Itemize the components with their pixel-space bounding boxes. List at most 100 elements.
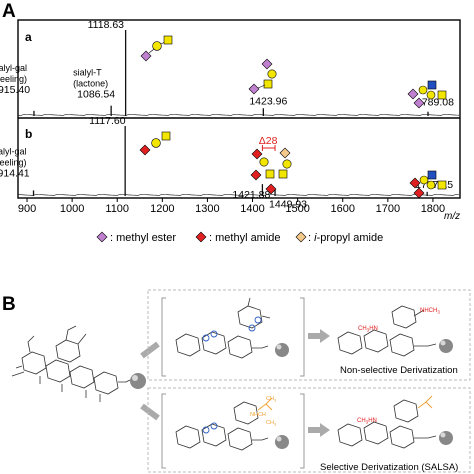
ch3-top-label: CH3	[266, 396, 277, 403]
legend-methyl-amide: : methyl amide	[209, 232, 281, 244]
ipropyl-amide-diamond-icon	[279, 147, 291, 159]
reactive-groups-nonselective	[202, 316, 262, 342]
subpanel-label-a: a	[25, 30, 32, 44]
peak-label-1423.96: 1423.96	[249, 95, 287, 107]
peak-label-1086.54: 1086.54	[77, 89, 115, 101]
galactose-circle-icon	[152, 41, 162, 51]
bead-highlight	[440, 340, 446, 346]
spectrum-panel-a: 915.40 sialyl-gal(peeling) 1086.54 sialyl-T…	[0, 19, 460, 116]
spectrum-baseline	[17, 114, 460, 116]
glycan-1423-a	[248, 58, 277, 95]
galnac-square-icon	[437, 90, 447, 100]
x-axis-label: m/z	[444, 211, 460, 222]
ch3hn-group-label: CH3HN	[358, 326, 378, 333]
methyl-amide-diamond-icon	[250, 169, 262, 181]
starting-glycan-structure	[11, 325, 131, 402]
selective-caption: Selective Derivatization (SALSA)	[320, 462, 458, 473]
x-tick-label: 1000	[60, 203, 84, 215]
methyl-ester-diamond-icon	[413, 97, 425, 109]
ch3-bottom-label: CH3	[266, 420, 277, 427]
spectrum-panel-b: 914.41sialyl-gal(peeling)1117.601421.881…	[0, 115, 460, 211]
subpanel-label-b: b	[25, 127, 32, 141]
peak-annotation: (lactone)	[73, 79, 108, 89]
galnac-square-icon	[263, 79, 273, 89]
x-axis: 900 1000 1100 1200 1300 1400 1500 1600 1700 1800	[18, 198, 445, 215]
peak-annotation: sialyl-gal	[0, 63, 27, 73]
peak-label-1117.60: 1117.60	[89, 115, 126, 127]
peak-label-915.40: 915.40	[0, 84, 30, 96]
selective-box	[147, 387, 471, 473]
glycan-1789-a	[407, 80, 447, 109]
galnac-square-icon	[278, 169, 288, 179]
bead-highlight	[276, 436, 282, 442]
galactose-circle-icon	[426, 90, 436, 100]
x-tick-label: 1200	[150, 203, 174, 215]
methyl-amide-diamond-icon	[413, 187, 425, 199]
bead-highlight	[132, 375, 138, 381]
methyl-amide-diamond-icon	[265, 183, 277, 195]
product-selective	[337, 399, 437, 449]
arrowhead-icon	[320, 329, 330, 343]
galactose-circle-icon	[426, 180, 436, 190]
derivatization-scheme: NHCH3 CH3HN CH3HN CH3 NHCH CH3 Non-selec…	[11, 289, 471, 473]
panel-letter-b: B	[2, 294, 16, 315]
nonselective-box	[147, 289, 471, 381]
product-nonselective	[337, 305, 437, 357]
peak-annotation: (peeling)	[0, 157, 27, 167]
glycan-link	[257, 84, 266, 89]
intermediate-nonselective	[175, 297, 271, 359]
glycan-1449-b	[265, 147, 292, 195]
galnac-square-icon	[163, 35, 173, 45]
peak-annotation: sialyl-T	[73, 68, 102, 78]
nhch-label: NHCH	[250, 412, 266, 418]
peak-label-1421.88: 1421.88	[232, 189, 270, 201]
bead-sphere-icon	[439, 431, 453, 445]
glycan-link	[148, 48, 155, 54]
nhch3-group-label: NHCH3	[420, 308, 440, 315]
panel-letter-a: A	[2, 1, 16, 22]
x-tick-label: 1600	[330, 203, 354, 215]
galnac-square-icon	[161, 131, 171, 141]
ch3hn-group-label-selective: CH3HN	[357, 418, 377, 425]
peak-annotation: sialyl-gal	[0, 146, 27, 156]
legend-methyl-ester: : methyl ester	[110, 232, 176, 244]
x-tick-label: 1700	[376, 203, 400, 215]
legend-methyl-amide-icon	[195, 231, 207, 243]
x-tick-label: 900	[18, 203, 36, 215]
peak-annotation: (peeling)	[0, 74, 27, 84]
x-tick-label: 1100	[105, 203, 129, 215]
methyl-amide-diamond-icon	[409, 177, 421, 189]
x-tick-label: 1300	[195, 203, 219, 215]
methyl-ester-diamond-icon	[261, 58, 273, 70]
x-tick-label: 1800	[421, 203, 445, 215]
glycan-1421-b	[250, 148, 275, 181]
galactose-circle-icon	[151, 138, 161, 148]
methyl-ester-diamond-icon	[407, 88, 419, 100]
reactive-groups-selective	[202, 422, 218, 434]
glcnac-square-icon	[427, 170, 437, 180]
bead-sphere-icon	[439, 339, 453, 353]
x-tick-label: 1400	[240, 203, 264, 215]
glycan-1787-b	[409, 170, 447, 199]
galnac-square-icon	[437, 180, 447, 190]
legend-ipropyl-amide: : i-propyl amide	[308, 232, 383, 244]
galactose-circle-icon	[418, 85, 428, 95]
methyl-amide-diamond-icon	[251, 148, 263, 160]
isopropyl-group-product	[417, 395, 433, 409]
isopropyl-group-selective	[257, 397, 273, 411]
bead-highlight	[276, 344, 282, 350]
methyl-ester-diamond-icon	[248, 83, 260, 95]
glcnac-square-icon	[427, 80, 437, 90]
intermediate-selective	[175, 401, 269, 451]
peak-label-1118.63: 1118.63	[88, 19, 125, 31]
bead-sphere-icon	[275, 435, 289, 449]
bracket-selective	[161, 393, 305, 469]
nonselective-caption: Non-selective Derivatization	[340, 365, 458, 376]
arrow-to-nonselective-icon	[140, 341, 160, 359]
legend: : methyl ester : methyl amide : i-propyl…	[96, 231, 383, 244]
methyl-ester-diamond-icon	[140, 50, 152, 62]
spectrum-baseline	[17, 194, 460, 196]
galnac-square-icon	[265, 169, 275, 179]
peak-label-914.41: 914.41	[0, 167, 30, 179]
